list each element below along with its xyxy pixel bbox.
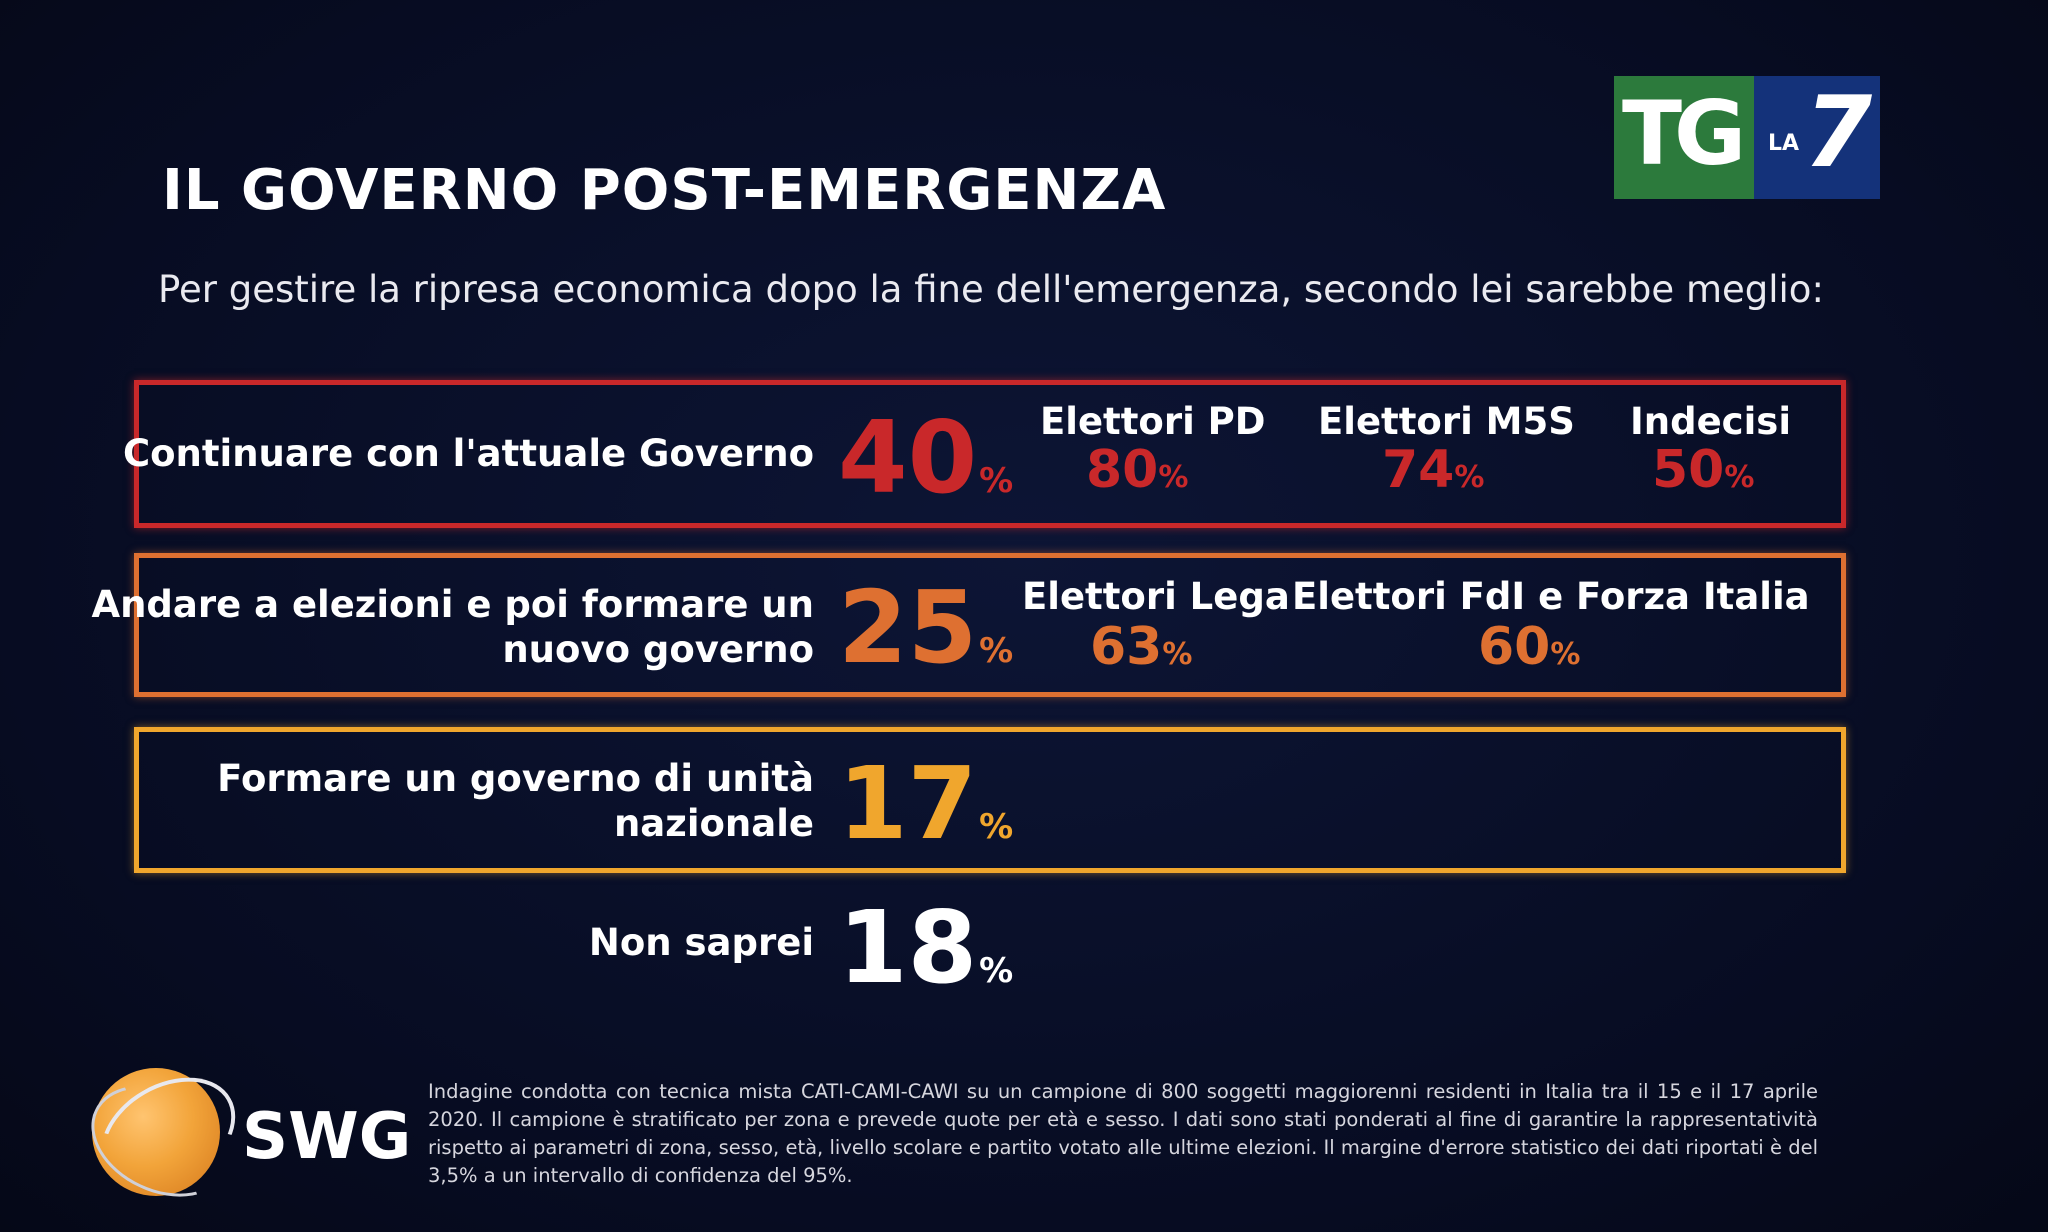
percent-sign: % xyxy=(979,807,1014,847)
segment-name-pd: Elettori PD xyxy=(1040,400,1266,443)
chart-subtitle: Per gestire la ripresa economica dopo la… xyxy=(158,268,1824,311)
chart-title: IL GOVERNO POST-EMERGENZA xyxy=(162,158,1167,223)
tg-la7-logo: TG LA 7 xyxy=(1614,76,1880,199)
data-label: 50 xyxy=(1652,440,1725,500)
segment-name-fdi-fi: Elettori FdI e Forza Italia xyxy=(1292,575,1810,618)
segment-name-m5s: Elettori M5S xyxy=(1318,400,1575,443)
segment-value-pd: 80% xyxy=(1086,440,1188,500)
row-label-line: nuovo governo xyxy=(502,628,814,671)
row-label-line: nazionale xyxy=(613,802,814,845)
row-value-elezioni: 25% xyxy=(838,578,1013,701)
la-logo-text: LA xyxy=(1768,131,1800,156)
percent-sign: % xyxy=(1724,460,1755,495)
data-label: 80 xyxy=(1086,440,1159,500)
data-label: 17 xyxy=(838,745,978,862)
segment-value-lega: 63% xyxy=(1090,617,1192,677)
row-label-unita-nazionale: Formare un governo di unità nazionale xyxy=(217,756,814,846)
row-label-non-saprei: Non saprei xyxy=(589,920,814,965)
segment-value-fdi-fi: 60% xyxy=(1478,617,1580,677)
tg-logo-text: TG xyxy=(1622,82,1746,185)
data-label: 60 xyxy=(1478,617,1551,677)
swg-logo-text: SWG xyxy=(242,1100,412,1174)
data-label: 25 xyxy=(838,569,978,686)
row-value-unita-nazionale: 17% xyxy=(838,754,1013,877)
percent-sign: % xyxy=(979,631,1014,671)
segment-value-m5s: 74% xyxy=(1382,440,1484,500)
swg-globe-icon xyxy=(92,1068,220,1196)
row-box-elezioni xyxy=(134,553,1846,697)
percent-sign: % xyxy=(1550,637,1581,672)
percent-sign: % xyxy=(1158,460,1189,495)
row-label-line: Andare a elezioni e poi formare un xyxy=(91,583,814,626)
row-label-continuare: Continuare con l'attuale Governo xyxy=(123,431,814,476)
row-value-non-saprei: 18% xyxy=(838,898,1013,1021)
tg-logo-green-block: TG xyxy=(1614,76,1754,199)
row-label-elezioni: Andare a elezioni e poi formare un nuovo… xyxy=(91,582,814,672)
data-label: 18 xyxy=(838,889,978,1006)
seven-logo-text: 7 xyxy=(1804,76,1873,190)
percent-sign: % xyxy=(1454,460,1485,495)
la7-logo-blue-block: LA 7 xyxy=(1754,76,1880,199)
data-label: 40 xyxy=(838,399,978,516)
data-label: 63 xyxy=(1090,617,1163,677)
percent-sign: % xyxy=(1162,637,1193,672)
row-box-unita-nazionale xyxy=(134,727,1846,873)
row-value-continuare: 40% xyxy=(838,408,1013,531)
row-label-line: Non saprei xyxy=(588,921,814,964)
data-label: 74 xyxy=(1382,440,1455,500)
row-label-line: Continuare con l'attuale Governo xyxy=(122,432,814,475)
methodology-footnote: Indagine condotta con tecnica mista CATI… xyxy=(428,1080,1818,1187)
segment-value-indecisi: 50% xyxy=(1652,440,1754,500)
percent-sign: % xyxy=(979,461,1014,501)
row-label-line: Formare un governo di unità xyxy=(217,757,814,800)
segment-name-lega: Elettori Lega xyxy=(1022,575,1290,618)
row-box-continuare xyxy=(134,380,1846,528)
percent-sign: % xyxy=(979,951,1014,991)
segment-name-indecisi: Indecisi xyxy=(1630,400,1792,443)
